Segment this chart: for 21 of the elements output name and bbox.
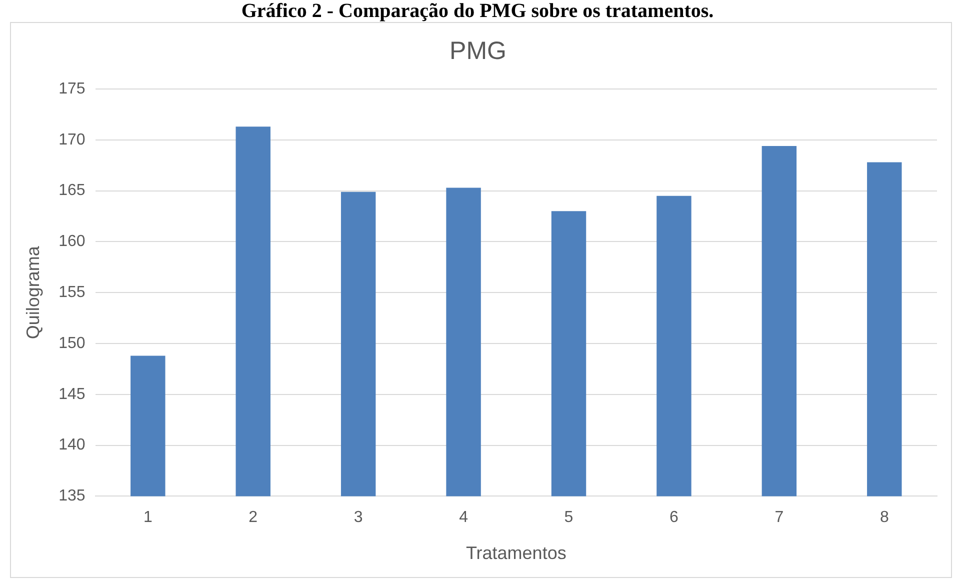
y-tick-label: 175 <box>58 80 86 98</box>
x-tick-label: 4 <box>459 509 468 526</box>
x-tick-label: 2 <box>248 509 258 526</box>
x-axis-title: Tratamentos <box>466 543 566 564</box>
y-tick-label: 170 <box>58 131 86 148</box>
chart-title: PMG <box>450 36 506 65</box>
y-tick-label: 155 <box>58 284 86 302</box>
y-tick-label: 140 <box>58 436 86 454</box>
x-tick-label: 7 <box>774 509 784 526</box>
text: Gráfico 2 - Comparação do PMG sobre os tratamentos. <box>240 0 715 22</box>
x-tick-label: 5 <box>564 509 574 526</box>
x-tick-label: 8 <box>880 509 889 526</box>
x-tick-label: 6 <box>670 509 679 526</box>
y-tick-label: 135 <box>58 488 86 505</box>
y-tick-label: 150 <box>58 334 86 352</box>
y-tick-label: 145 <box>58 386 86 403</box>
y-axis-title: Quilograma <box>22 245 43 340</box>
x-tick-label: 1 <box>143 509 152 526</box>
x-tick-label: 3 <box>354 509 363 526</box>
y-tick-label: 165 <box>58 182 86 200</box>
y-tick-label: 160 <box>58 233 86 250</box>
